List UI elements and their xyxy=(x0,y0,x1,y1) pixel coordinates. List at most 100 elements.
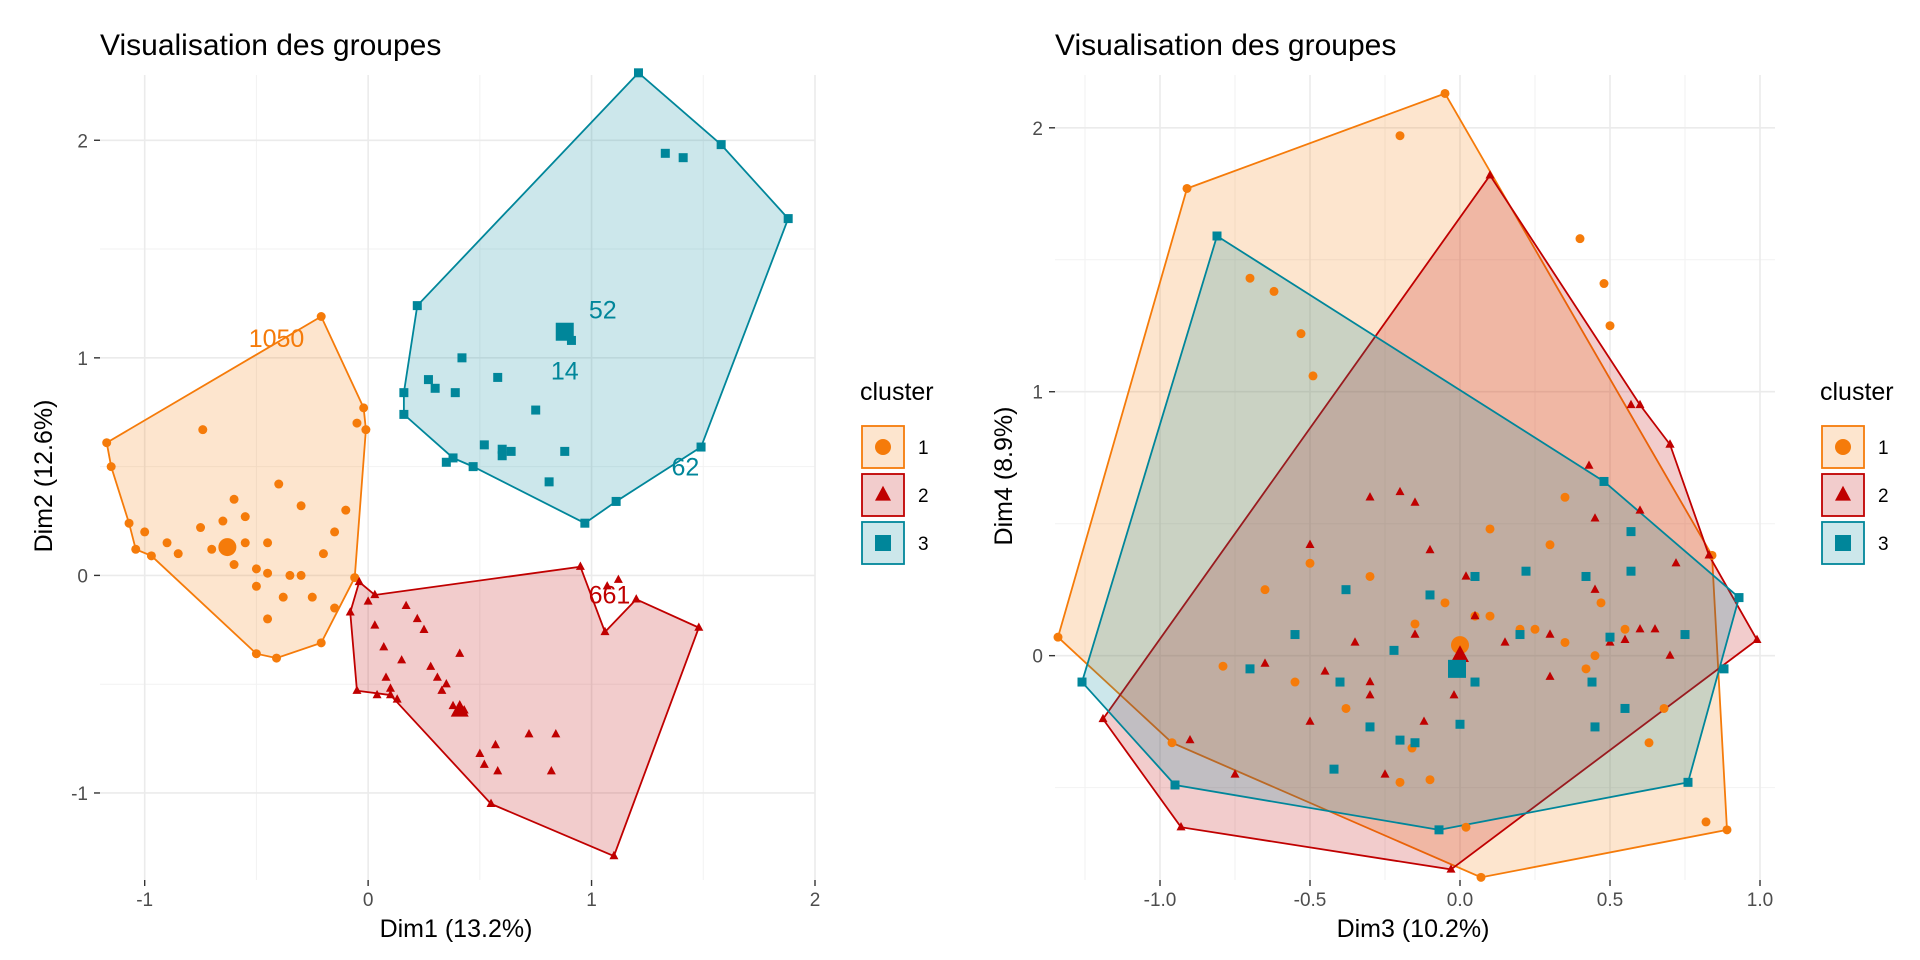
data-point-cluster-2 xyxy=(524,729,534,738)
data-point-cluster-1 xyxy=(1590,651,1600,661)
data-point-cluster-3 xyxy=(399,388,409,398)
data-point-cluster-3 xyxy=(1365,722,1375,732)
cluster-centroid-3 xyxy=(1448,659,1466,678)
data-point-cluster-3 xyxy=(1425,590,1435,600)
data-point-cluster-3 xyxy=(450,388,460,398)
data-point-cluster-2 xyxy=(441,679,451,688)
data-point-cluster-2 xyxy=(1260,658,1270,667)
data-point-cluster-3 xyxy=(544,477,554,487)
data-point-cluster-3 xyxy=(660,148,670,158)
data-point-cluster-3 xyxy=(1389,645,1399,655)
legend-label-3: 3 xyxy=(918,534,929,555)
data-point-cluster-2 xyxy=(1305,539,1315,548)
data-point-cluster-1 xyxy=(263,614,273,624)
cluster-centroid-1 xyxy=(218,538,237,557)
x-tick-label: 1.0 xyxy=(1747,890,1773,911)
legend-title: cluster xyxy=(860,378,934,406)
data-point-cluster-1 xyxy=(173,549,183,559)
data-point-cluster-2 xyxy=(1446,864,1456,873)
data-point-cluster-1 xyxy=(1722,825,1732,835)
data-point-cluster-2 xyxy=(1470,610,1480,620)
data-point-cluster-1 xyxy=(318,549,328,559)
data-point-cluster-1 xyxy=(1167,738,1177,748)
data-point-cluster-1 xyxy=(361,425,371,435)
data-point-cluster-3 xyxy=(448,453,458,463)
data-point-cluster-1 xyxy=(1305,558,1315,568)
x-tick-label: 1 xyxy=(586,890,597,911)
data-point-cluster-3 xyxy=(399,409,409,419)
data-point-cluster-1 xyxy=(251,581,261,591)
data-point-cluster-2 xyxy=(475,748,485,757)
data-point-cluster-2 xyxy=(1650,624,1660,633)
data-point-cluster-1 xyxy=(330,603,340,613)
data-point-cluster-1 xyxy=(1182,183,1192,193)
data-point-cluster-1 xyxy=(207,544,217,554)
data-point-cluster-2 xyxy=(1176,822,1186,831)
data-point-cluster-2 xyxy=(1425,544,1435,554)
data-point-cluster-1 xyxy=(278,592,288,602)
data-points xyxy=(1053,88,1762,882)
data-point-cluster-2 xyxy=(1449,690,1459,699)
data-point-cluster-2 xyxy=(401,600,411,610)
legend-label-3: 3 xyxy=(1878,534,1889,555)
data-point-cluster-2 xyxy=(1365,690,1375,699)
data-point-cluster-2 xyxy=(412,613,422,623)
data-point-cluster-1 xyxy=(350,573,360,583)
legend: cluster 1 2 3 xyxy=(860,378,934,565)
data-point-cluster-2 xyxy=(1461,571,1471,580)
data-point-cluster-3 xyxy=(783,214,793,224)
data-point-cluster-2 xyxy=(631,594,641,603)
legend-label-1: 1 xyxy=(1878,438,1889,459)
data-point-cluster-2 xyxy=(575,561,585,570)
data-point-cluster-2 xyxy=(363,596,373,605)
data-point-cluster-2 xyxy=(426,661,436,670)
data-point-cluster-1 xyxy=(1701,817,1711,827)
cluster-centroid-3 xyxy=(555,322,574,341)
data-point-cluster-1 xyxy=(131,544,141,554)
data-point-cluster-2 xyxy=(1380,769,1390,778)
axis-ticks: -1.0 -0.5 0.0 0.5 1.0 0 1 2 xyxy=(1032,119,1773,911)
cluster-plot-dim3-dim4: Visualisation des groupes -1.0 -0.5 0.0 0.5… xyxy=(990,29,1894,943)
data-point-cluster-1 xyxy=(1485,524,1495,534)
data-point-cluster-2 xyxy=(432,672,442,681)
data-point-cluster-3 xyxy=(611,496,621,506)
data-point-cluster-2 xyxy=(437,685,447,694)
data-point-cluster-1 xyxy=(1440,88,1450,98)
legend-marker-3 xyxy=(1835,535,1851,551)
legend-marker-1 xyxy=(1835,439,1851,455)
x-tick-label: 0.5 xyxy=(1597,890,1623,911)
chart-panel-dim1-dim2: Visualisation des groupes 1050 661 52 14 62 … xyxy=(30,29,934,943)
data-point-cluster-2 xyxy=(1635,505,1645,514)
data-point-cluster-1 xyxy=(330,527,340,537)
data-point-cluster-1 xyxy=(1245,273,1255,283)
data-point-cluster-2 xyxy=(1665,439,1675,448)
data-point-cluster-2 xyxy=(1665,650,1675,659)
point-label: 62 xyxy=(672,453,700,481)
data-point-cluster-1 xyxy=(359,403,369,413)
y-tick-label: 0 xyxy=(77,566,88,587)
data-point-cluster-3 xyxy=(531,405,541,415)
data-point-cluster-3 xyxy=(506,446,516,456)
data-point-cluster-1 xyxy=(1341,703,1351,713)
y-tick-label: -1 xyxy=(71,784,88,805)
data-point-cluster-2 xyxy=(1419,716,1429,725)
cluster-centroid-1 xyxy=(1451,636,1469,655)
data-point-cluster-1 xyxy=(1644,738,1654,748)
data-point-cluster-2 xyxy=(479,759,489,768)
data-point-cluster-2 xyxy=(1704,550,1714,559)
data-point-cluster-1 xyxy=(1599,279,1609,289)
cluster-plot-dim1-dim2: Visualisation des groupes 1050661521462 … xyxy=(30,29,934,943)
y-tick-label: 1 xyxy=(1032,383,1043,404)
data-point-cluster-1 xyxy=(198,425,208,435)
data-point-cluster-3 xyxy=(678,153,688,163)
data-point-cluster-2 xyxy=(372,689,382,699)
data-point-cluster-3 xyxy=(1626,527,1636,537)
x-tick-label: 0 xyxy=(363,890,374,911)
data-point-cluster-2 xyxy=(1635,399,1645,409)
data-point-cluster-3 xyxy=(1170,780,1180,790)
data-point-cluster-1 xyxy=(240,512,250,522)
data-point-cluster-1 xyxy=(1440,598,1450,608)
data-point-cluster-3 xyxy=(493,372,503,382)
y-tick-label: 2 xyxy=(1032,119,1043,140)
data-point-cluster-3 xyxy=(1620,703,1630,713)
